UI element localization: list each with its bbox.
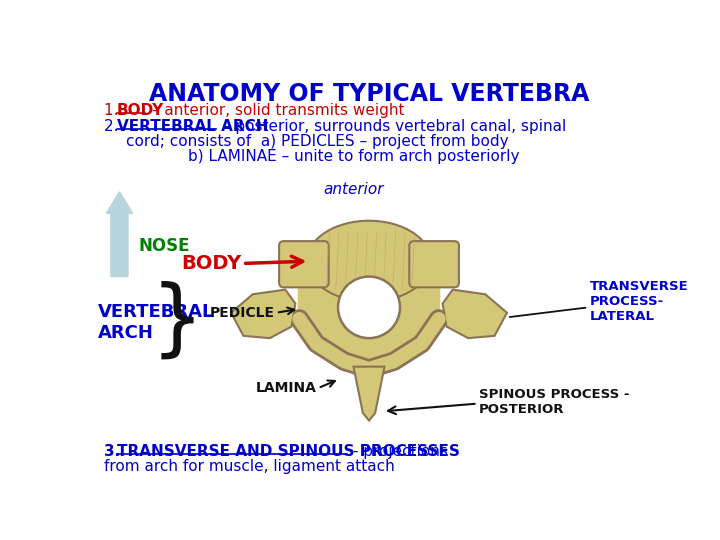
Text: PEDICLE: PEDICLE: [210, 306, 274, 320]
Text: TRANSVERSE AND SPINOUS PROCESSES: TRANSVERSE AND SPINOUS PROCESSES: [117, 444, 460, 458]
Text: – posterior, surrounds vertebral canal, spinal: – posterior, surrounds vertebral canal, …: [218, 119, 566, 134]
Text: NOSE: NOSE: [138, 237, 189, 255]
Text: b) LAMINAE – unite to form arch posteriorly: b) LAMINAE – unite to form arch posterio…: [188, 150, 519, 165]
Text: anterior: anterior: [323, 182, 384, 197]
FancyBboxPatch shape: [279, 241, 329, 287]
FancyArrow shape: [107, 192, 132, 276]
FancyBboxPatch shape: [409, 241, 459, 287]
Text: 1.: 1.: [104, 103, 123, 118]
Text: 2.: 2.: [104, 119, 123, 134]
Polygon shape: [443, 289, 507, 338]
Text: BODY: BODY: [181, 254, 241, 273]
Text: VERTEBRAL ARCH: VERTEBRAL ARCH: [117, 119, 269, 134]
Ellipse shape: [307, 221, 431, 301]
Text: ANATOMY OF TYPICAL VERTEBRA: ANATOMY OF TYPICAL VERTEBRA: [149, 82, 589, 106]
Text: - projections: - projections: [348, 444, 448, 458]
Circle shape: [338, 276, 400, 338]
Text: LAMINA: LAMINA: [256, 381, 316, 395]
Polygon shape: [297, 288, 441, 367]
Text: VERTEBRAL
ARCH: VERTEBRAL ARCH: [98, 303, 214, 342]
Text: 3.: 3.: [104, 444, 125, 458]
Text: }: }: [150, 281, 203, 362]
Text: from arch for muscle, ligament attach: from arch for muscle, ligament attach: [104, 459, 395, 474]
Polygon shape: [231, 289, 295, 338]
Text: cord; consists of  a) PEDICLES – project from body: cord; consists of a) PEDICLES – project …: [126, 134, 508, 149]
Text: SPINOUS PROCESS -
POSTERIOR: SPINOUS PROCESS - POSTERIOR: [479, 388, 629, 416]
Polygon shape: [354, 367, 384, 421]
Text: BODY: BODY: [117, 103, 164, 118]
Text: TRANSVERSE
PROCESS-
LATERAL: TRANSVERSE PROCESS- LATERAL: [590, 280, 688, 323]
Text: – anterior, solid transmits weight: – anterior, solid transmits weight: [147, 103, 404, 118]
